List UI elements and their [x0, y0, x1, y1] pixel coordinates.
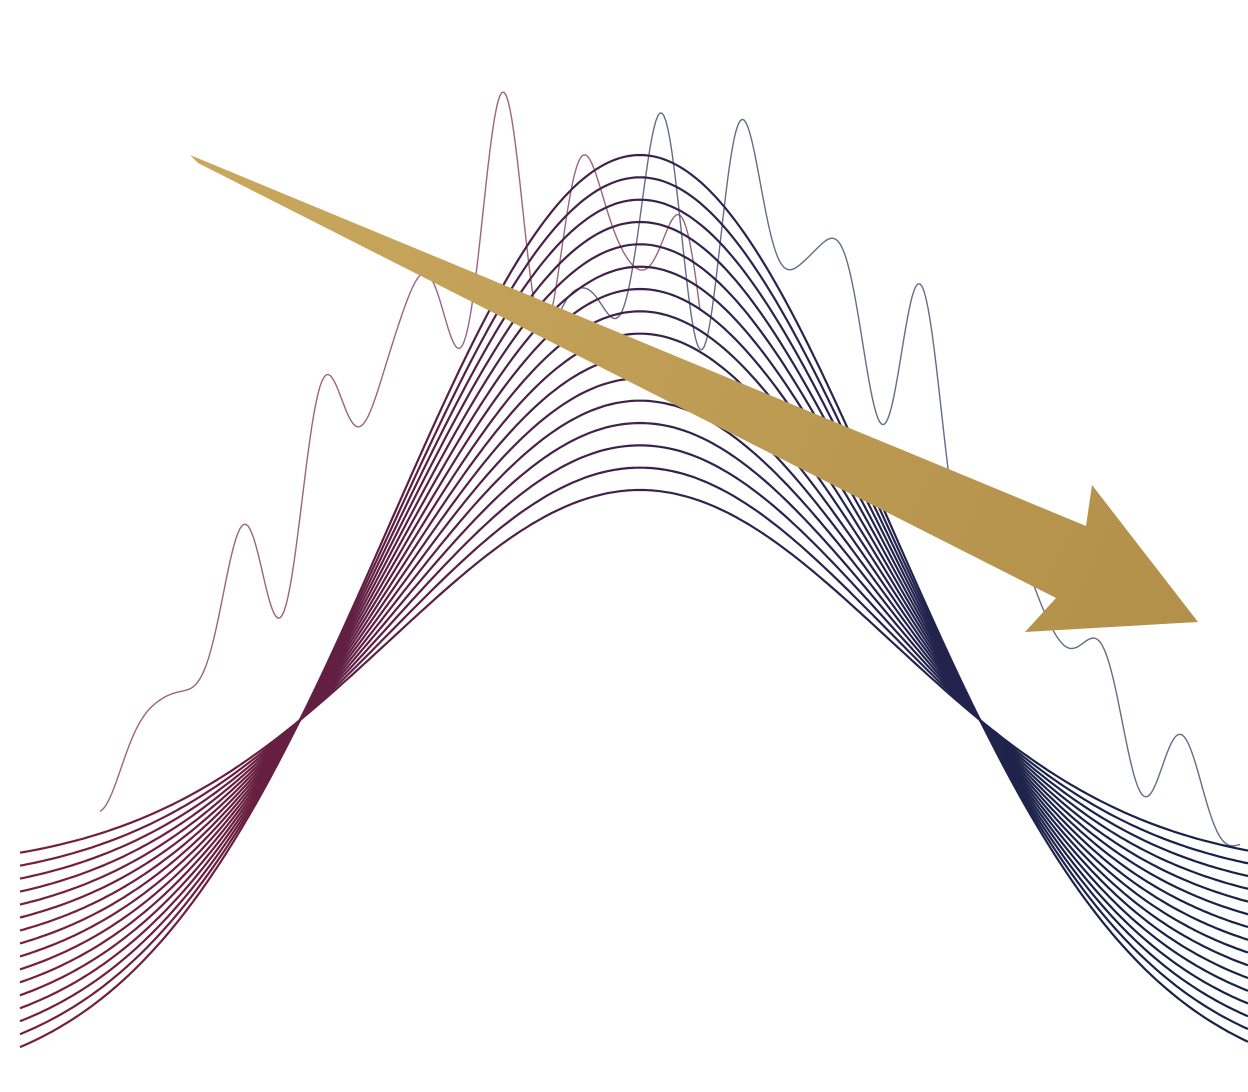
- bell-curve: [19, 466, 1248, 867]
- bell-curve: [19, 444, 1248, 880]
- arrow: [190, 155, 1198, 632]
- bell-curve: [19, 377, 1248, 919]
- bell-curve: [19, 198, 1248, 1023]
- bell-curve: [19, 176, 1248, 1036]
- bell-curve: [19, 332, 1248, 945]
- bell-curve: [19, 265, 1248, 984]
- bell-curve: [19, 220, 1248, 1010]
- bell-curve: [19, 243, 1248, 997]
- bell-curve: [19, 153, 1248, 1049]
- bell-curve: [19, 421, 1248, 893]
- bell-curve: [19, 399, 1248, 906]
- bell-curve: [19, 287, 1248, 971]
- bell-curve: [19, 488, 1248, 854]
- bell-curve: [19, 310, 1248, 958]
- wiggle-line: [99, 91, 701, 812]
